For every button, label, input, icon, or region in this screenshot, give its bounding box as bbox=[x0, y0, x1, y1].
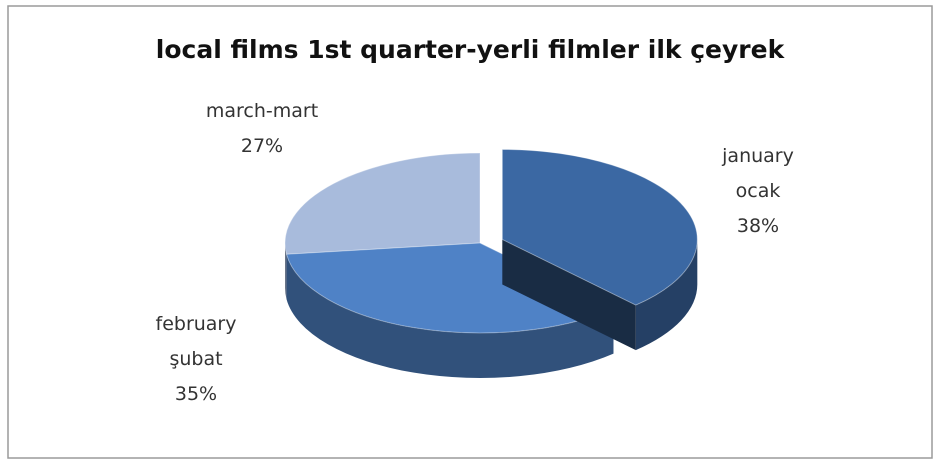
slice-top bbox=[285, 242, 615, 334]
category-label: february şubat bbox=[156, 313, 237, 370]
slice-face bbox=[502, 239, 636, 351]
slice bbox=[285, 242, 615, 379]
value-label: 27% bbox=[241, 135, 283, 157]
slice-side bbox=[285, 243, 287, 300]
slice-side bbox=[286, 254, 614, 379]
value-label: 35% bbox=[175, 383, 217, 405]
slice-side bbox=[635, 239, 698, 351]
category-label: january ocak bbox=[721, 145, 794, 202]
slice bbox=[501, 148, 698, 351]
chart-title: local films 1st quarter-yerli filmler il… bbox=[156, 35, 786, 64]
value-label: 38% bbox=[737, 215, 779, 237]
slice-top bbox=[284, 152, 481, 255]
category-label: march-mart bbox=[206, 100, 318, 122]
slice bbox=[284, 152, 481, 300]
slice-top bbox=[501, 148, 698, 306]
